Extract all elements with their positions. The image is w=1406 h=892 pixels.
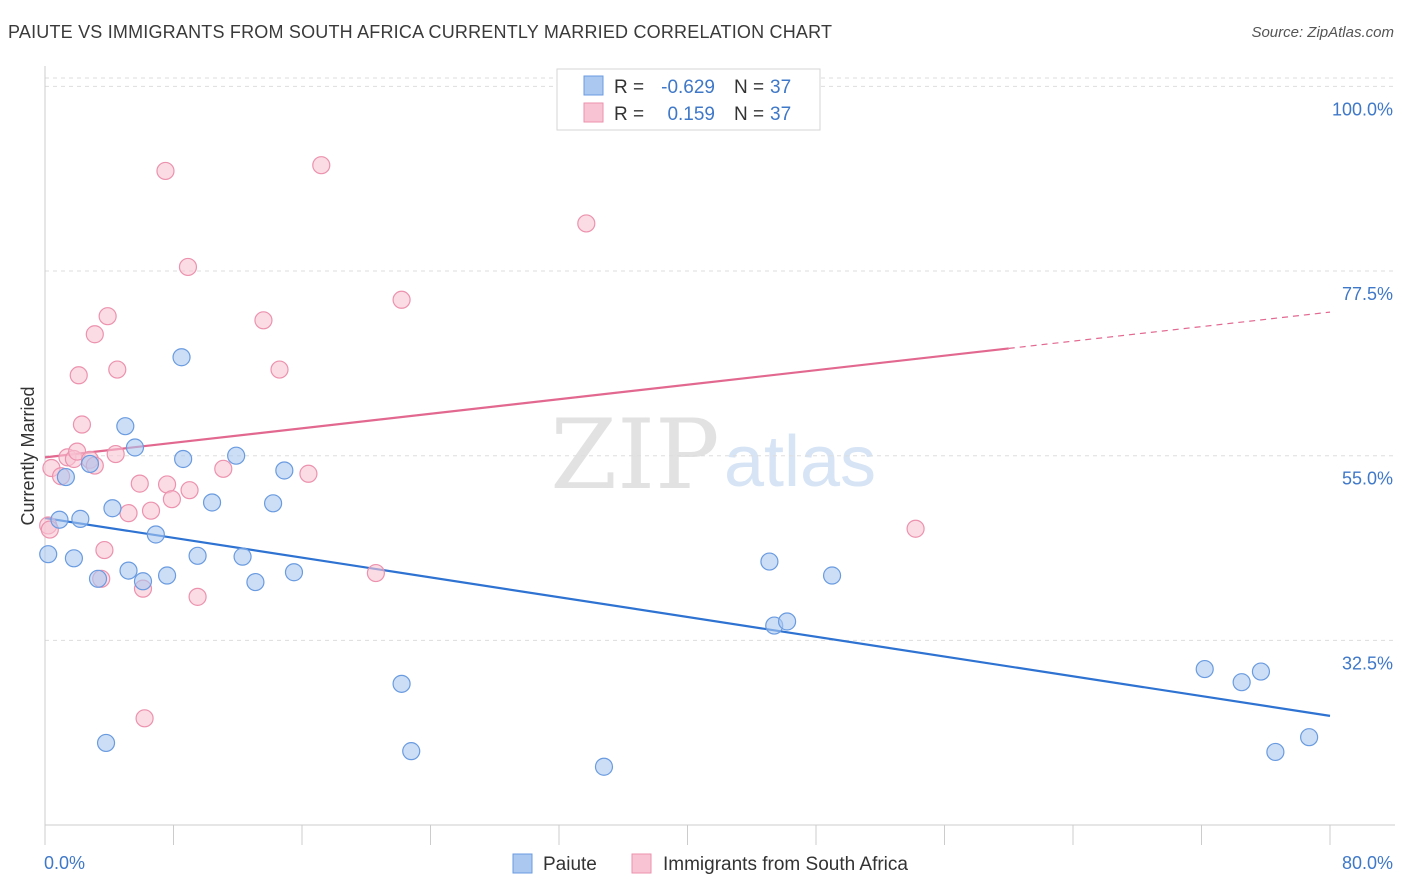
y-tick-label: 77.5%: [1342, 284, 1393, 304]
sa-point: [366, 563, 385, 583]
legend-r-label-1: R =: [614, 77, 644, 98]
paiute-point: [157, 566, 177, 585]
x-tick-label-end: 80.0%: [1342, 853, 1393, 873]
legend-n-label-2: N =: [734, 104, 764, 125]
legend-swatch-paiute: [583, 75, 604, 96]
trend-line-1: [44, 347, 1009, 459]
sa-point: [180, 481, 199, 500]
paiute-point: [50, 510, 69, 529]
sa-point: [68, 442, 87, 461]
sa-point: [906, 519, 925, 538]
source-label: Source: ZipAtlas.com: [1251, 24, 1394, 41]
sa-point: [188, 587, 207, 606]
y-tick-label: 100.0%: [1332, 99, 1393, 119]
watermark-atlas: atlas: [724, 422, 876, 502]
axes: [44, 66, 1395, 845]
paiute-point: [1251, 662, 1271, 681]
paiute-point: [777, 612, 797, 631]
trend-line-ext-1: [1008, 311, 1331, 350]
paiute-point: [133, 572, 153, 591]
paiute-point: [146, 525, 165, 544]
sa-point: [72, 415, 92, 434]
paiute-point: [1266, 742, 1285, 762]
sa-point: [108, 360, 127, 379]
paiute-point: [88, 569, 108, 588]
legend-r-label-2: R =: [614, 104, 644, 125]
series-legend: Paiute Immigrants from South Africa: [512, 853, 908, 875]
paiute-point: [594, 757, 614, 776]
sa-point: [141, 501, 161, 520]
paiute-point: [822, 566, 842, 585]
paiute-point: [71, 509, 90, 528]
paiute-point: [116, 417, 135, 436]
sa-point: [135, 709, 154, 728]
sa-point: [214, 459, 233, 478]
sa-point: [312, 156, 331, 175]
watermark-zip: ZIP: [550, 399, 719, 511]
chart-title: PAIUTE VS IMMIGRANTS FROM SOUTH AFRICA C…: [8, 22, 833, 42]
paiute-point: [188, 546, 207, 565]
sa-point: [270, 360, 289, 379]
legend-r-value-1: -0.629: [661, 77, 715, 98]
data-points: [39, 156, 1319, 776]
sa-point: [95, 540, 114, 560]
stats-legend: R = -0.629 N = 37 R = 0.159 N = 37: [556, 68, 821, 131]
paiute-point: [80, 454, 100, 474]
legend-r-value-2: 0.159: [667, 104, 715, 125]
sa-point: [69, 366, 88, 385]
paiute-point: [760, 552, 779, 571]
sa-point: [178, 257, 198, 277]
paiute-point: [402, 742, 421, 761]
paiute-point: [263, 494, 283, 513]
paiute-point: [119, 561, 138, 580]
y-tick-label: 32.5%: [1342, 653, 1393, 673]
paiute-point: [174, 449, 193, 469]
paiute-point: [1300, 728, 1319, 747]
sa-point: [130, 474, 149, 493]
paiute-point: [246, 572, 265, 592]
bottom-legend-swatch-sa: [631, 853, 652, 874]
paiute-point: [39, 545, 58, 564]
tick-labels: 32.5% 55.0% 77.5% 100.0% 0.0% 80.0%: [44, 99, 1393, 873]
x-tick-label-start: 0.0%: [44, 853, 85, 873]
paiute-point: [233, 547, 252, 566]
trend-lines: [44, 311, 1331, 717]
paiute-point: [392, 674, 411, 693]
paiute-point: [125, 438, 145, 457]
paiute-point: [275, 461, 294, 480]
trend-line-0: [44, 516, 1331, 717]
sa-point: [254, 311, 273, 330]
bottom-legend-swatch-paiute: [512, 853, 533, 874]
y-tick-label: 55.0%: [1342, 469, 1393, 489]
legend-n-label-1: N =: [734, 77, 764, 98]
paiute-point: [64, 549, 84, 568]
paiute-point: [1195, 659, 1214, 679]
sa-point: [392, 290, 411, 309]
sa-point: [299, 464, 318, 483]
paiute-point: [103, 499, 122, 518]
sa-point: [98, 307, 117, 326]
paiute-point: [56, 467, 75, 487]
paiute-point: [1232, 673, 1251, 692]
paiute-point: [202, 493, 222, 512]
sa-point: [119, 504, 138, 523]
sa-point: [577, 214, 596, 233]
legend-n-value-2: 37: [770, 104, 791, 125]
bottom-legend-paiute: Paiute: [543, 854, 597, 875]
sa-point: [106, 444, 125, 464]
sa-point: [156, 161, 175, 181]
sa-point: [162, 490, 181, 509]
paiute-point: [172, 348, 191, 367]
bottom-legend-sa: Immigrants from South Africa: [663, 854, 908, 875]
legend-n-value-1: 37: [770, 77, 791, 98]
paiute-point: [284, 563, 304, 582]
paiute-point: [96, 733, 116, 753]
sa-point: [85, 325, 104, 344]
paiute-point: [227, 446, 246, 465]
legend-swatch-sa: [583, 102, 604, 123]
y-axis-label: Currently Married: [18, 386, 38, 525]
